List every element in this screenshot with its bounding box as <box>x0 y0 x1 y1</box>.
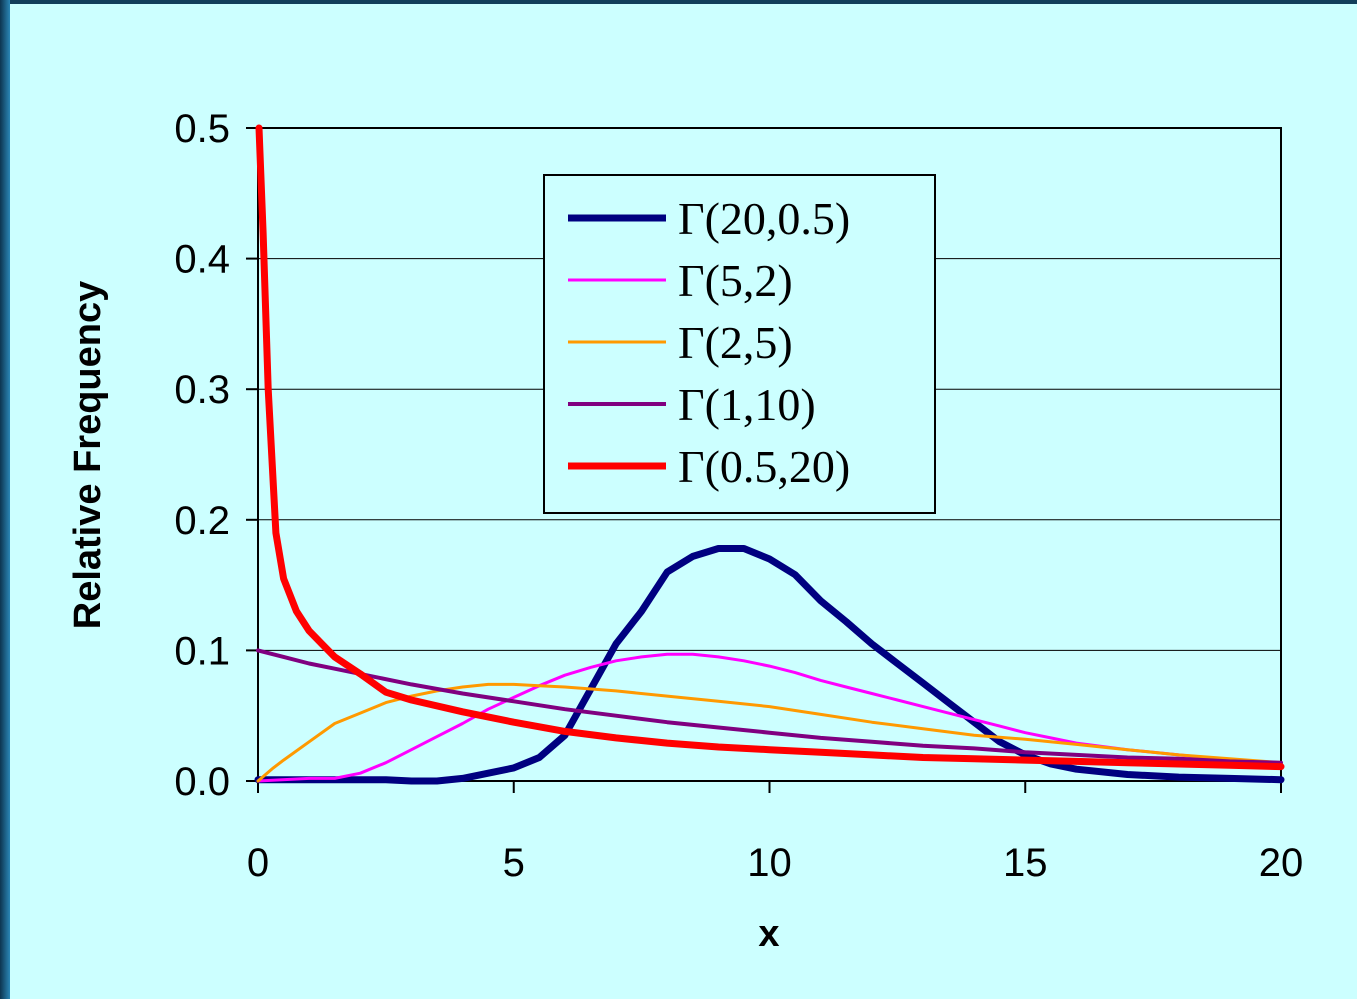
series-lines <box>254 124 1285 785</box>
x-tick-label: 10 <box>747 841 792 885</box>
legend-box <box>543 174 936 514</box>
x-axis-label: x <box>758 913 779 955</box>
legend-label: Γ(2,5) <box>678 317 793 368</box>
y-axis-label: Relative Frequency <box>67 281 109 629</box>
y-tick-label: 0.2 <box>174 499 230 543</box>
window-top-border <box>0 0 1357 4</box>
window-left-border <box>0 0 10 999</box>
legend-label: Γ(1,10) <box>678 379 816 430</box>
legend-label: Γ(20,0.5) <box>678 193 850 244</box>
x-axis-ticks: 0 5 10 15 20 <box>247 781 1303 885</box>
x-tick-label: 0 <box>247 841 269 885</box>
y-axis-ticks: 0.0 0.1 0.2 0.3 0.4 0.5 <box>174 107 258 804</box>
y-tick-label: 0.5 <box>174 107 230 151</box>
y-tick-label: 0.0 <box>174 760 230 804</box>
x-tick-label: 15 <box>1003 841 1048 885</box>
x-tick-label: 5 <box>503 841 525 885</box>
y-tick-label: 0.1 <box>174 629 230 673</box>
legend: Γ(20,0.5) Γ(5,2) Γ(2,5) Γ(1,10) Γ(0.5,20) <box>543 174 936 514</box>
y-tick-label: 0.4 <box>174 238 230 282</box>
y-tick-label: 0.3 <box>174 368 230 412</box>
legend-label: Γ(5,2) <box>678 255 793 306</box>
x-tick-label: 20 <box>1259 841 1304 885</box>
series-line <box>256 652 1283 783</box>
legend-label: Γ(0.5,20) <box>678 441 850 492</box>
series-line <box>255 124 1285 771</box>
series-line <box>256 682 1283 783</box>
legend-items: Γ(20,0.5) Γ(5,2) Γ(2,5) Γ(1,10) Γ(0.5,20) <box>568 193 850 492</box>
